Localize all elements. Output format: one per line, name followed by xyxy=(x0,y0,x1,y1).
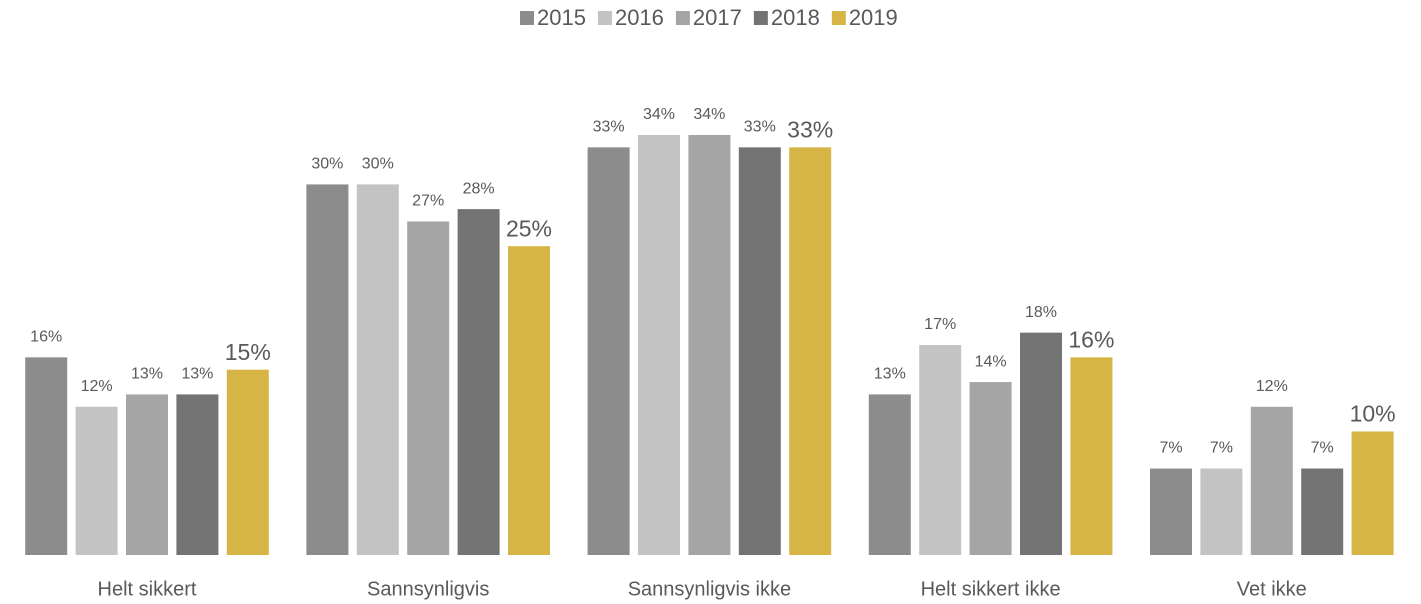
bar xyxy=(407,221,450,555)
legend-swatch xyxy=(753,11,768,25)
data-label: 13% xyxy=(181,366,213,383)
legend-swatch xyxy=(831,11,846,25)
bar xyxy=(1250,406,1293,555)
bar xyxy=(969,382,1012,555)
bar xyxy=(868,394,911,555)
bar xyxy=(1070,357,1113,555)
legend-swatch xyxy=(675,11,690,25)
x-tick-label: Vet ikke xyxy=(1237,578,1307,600)
bar xyxy=(226,369,269,555)
data-label: 33% xyxy=(787,116,833,142)
data-label: 12% xyxy=(81,378,113,395)
data-label: 30% xyxy=(311,156,343,173)
data-label: 34% xyxy=(643,106,675,123)
bar xyxy=(1301,468,1344,555)
bar xyxy=(789,147,832,555)
bar xyxy=(126,394,168,555)
bar xyxy=(306,184,349,556)
data-label: 15% xyxy=(225,339,271,365)
data-label: 10% xyxy=(1350,401,1396,427)
data-label: 7% xyxy=(1311,440,1334,457)
bar xyxy=(176,394,219,555)
data-label: 28% xyxy=(463,180,495,197)
bar xyxy=(638,135,680,555)
legend-label: 2016 xyxy=(615,5,664,30)
legend-swatch xyxy=(597,11,612,25)
data-label: 16% xyxy=(1068,326,1114,352)
x-tick-label: Helt sikkert ikke xyxy=(921,578,1061,600)
data-label: 12% xyxy=(1256,378,1288,395)
bar xyxy=(508,246,550,556)
data-label: 7% xyxy=(1159,440,1182,457)
x-tick-label: Helt sikkert xyxy=(98,578,197,600)
data-label: 30% xyxy=(362,156,394,173)
data-label: 13% xyxy=(131,366,163,383)
legend-swatch xyxy=(520,11,534,25)
data-label: 16% xyxy=(30,329,62,346)
bar xyxy=(1150,468,1192,555)
data-label: 25% xyxy=(506,215,552,241)
x-tick-label: Sannsynligvis xyxy=(367,578,489,600)
data-label: 7% xyxy=(1210,440,1233,457)
data-label: 14% xyxy=(975,353,1007,370)
data-label: 34% xyxy=(693,106,725,123)
data-label: 27% xyxy=(412,193,444,210)
legend-label: 2017 xyxy=(693,5,742,30)
bar xyxy=(688,135,731,555)
bar xyxy=(1351,431,1394,555)
data-label: 33% xyxy=(593,119,625,136)
bar xyxy=(1020,332,1062,555)
bar xyxy=(587,147,630,555)
bar xyxy=(738,147,781,555)
data-label: 13% xyxy=(874,366,906,383)
legend-label: 2018 xyxy=(771,5,820,30)
legend-label: 2019 xyxy=(849,5,898,30)
bar xyxy=(1200,468,1243,555)
data-label: 33% xyxy=(744,119,776,136)
bar xyxy=(919,345,962,555)
bar xyxy=(75,406,118,555)
legend-label: 2015 xyxy=(537,5,586,30)
bar xyxy=(25,357,68,555)
bar xyxy=(356,184,399,556)
data-label: 18% xyxy=(1025,304,1057,321)
x-tick-label: Sannsynligvis ikke xyxy=(628,578,791,600)
bar xyxy=(457,209,500,555)
data-label: 17% xyxy=(924,316,956,333)
